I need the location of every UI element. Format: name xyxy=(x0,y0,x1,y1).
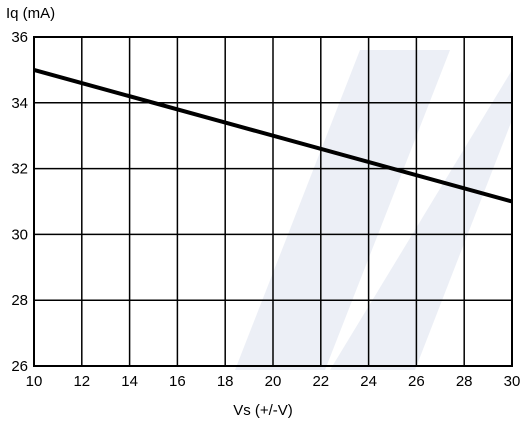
x-tick-label-20: 20 xyxy=(265,373,282,390)
series-layer xyxy=(33,67,513,204)
watermark-stripe-1 xyxy=(235,50,450,370)
y-tick-label-28: 28 xyxy=(11,292,28,309)
x-tick-labels: 10 12 14 16 18 20 22 24 26 28 30 xyxy=(26,373,521,390)
x-tick-label-10: 10 xyxy=(26,373,43,390)
x-tick-label-30: 30 xyxy=(504,373,521,390)
x-axis-title: Vs (+/-V) xyxy=(233,402,293,419)
x-tick-label-26: 26 xyxy=(408,373,425,390)
y-tick-label-34: 34 xyxy=(11,95,28,112)
y-tick-label-32: 32 xyxy=(11,161,28,178)
x-tick-label-28: 28 xyxy=(456,373,473,390)
x-tick-label-22: 22 xyxy=(312,373,329,390)
watermark xyxy=(235,50,512,370)
y-tick-labels: 26 28 30 32 34 36 xyxy=(11,29,28,375)
plot-frame xyxy=(33,36,513,367)
x-tick-label-14: 14 xyxy=(121,373,138,390)
x-tick-label-16: 16 xyxy=(169,373,186,390)
x-tick-label-18: 18 xyxy=(217,373,234,390)
y-tick-label-36: 36 xyxy=(11,29,28,46)
series-line-0 xyxy=(33,67,513,204)
y-tick-label-26: 26 xyxy=(11,358,28,375)
y-tick-label-30: 30 xyxy=(11,226,28,243)
y-axis-title: Iq (mA) xyxy=(6,5,55,22)
x-tick-label-12: 12 xyxy=(73,373,90,390)
x-tick-label-24: 24 xyxy=(360,373,377,390)
watermark-stripe-2 xyxy=(330,70,512,370)
